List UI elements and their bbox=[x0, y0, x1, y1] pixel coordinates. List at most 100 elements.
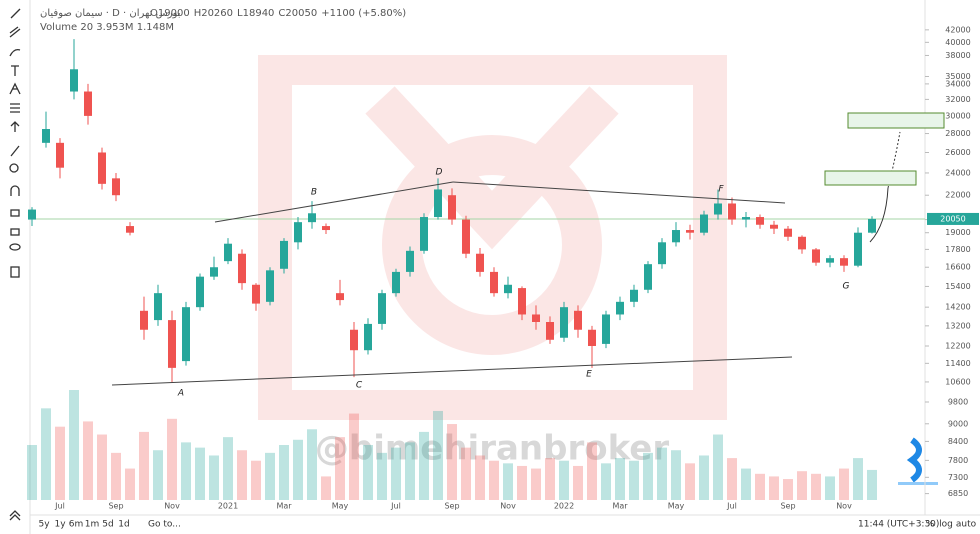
tool-prediction[interactable] bbox=[10, 103, 20, 113]
volume-bar bbox=[685, 463, 695, 500]
candle-body bbox=[798, 236, 806, 250]
watermark-logo bbox=[258, 55, 727, 420]
volume-bar bbox=[377, 452, 387, 500]
range-button[interactable]: 5d bbox=[102, 520, 113, 530]
tool-lock[interactable] bbox=[10, 228, 20, 236]
volume-bar bbox=[237, 450, 247, 500]
candle-body bbox=[42, 129, 50, 143]
tool-trash[interactable] bbox=[10, 266, 20, 278]
x-tick-label: 2022 bbox=[554, 502, 574, 511]
tool-pattern[interactable] bbox=[9, 82, 21, 95]
volume-bar bbox=[531, 468, 541, 500]
last-price-label: 20050 bbox=[940, 214, 965, 223]
y-tick-label: 28000 bbox=[945, 129, 970, 138]
volume-bar bbox=[867, 469, 877, 500]
range-button[interactable]: 1y bbox=[54, 520, 66, 530]
tool-cross[interactable] bbox=[10, 8, 21, 19]
bottom-toolbar: Go to... 11:44 (UTC+3:30) % log auto 5y 1… bbox=[38, 520, 976, 530]
wave-label: E bbox=[586, 370, 592, 380]
volume-bar bbox=[573, 465, 583, 500]
volume-bar bbox=[181, 442, 191, 500]
tool-trend[interactable] bbox=[9, 26, 21, 38]
candle-body bbox=[392, 271, 400, 294]
wave-label: G bbox=[843, 282, 850, 292]
candle-body bbox=[812, 249, 820, 263]
range-button[interactable]: 1m bbox=[85, 520, 100, 530]
candle-body bbox=[658, 242, 666, 265]
candle-body bbox=[308, 213, 316, 223]
candle-body bbox=[364, 323, 372, 351]
y-tick-label: 14200 bbox=[945, 303, 970, 312]
y-tick-label: 9800 bbox=[948, 398, 968, 407]
projection-curve bbox=[869, 187, 889, 243]
volume-bar bbox=[601, 463, 611, 500]
tool-text[interactable] bbox=[11, 65, 19, 76]
range-button[interactable]: 1d bbox=[118, 520, 129, 530]
x-tick-label: Jul bbox=[726, 502, 737, 511]
y-tick-label: 12200 bbox=[945, 341, 970, 350]
tool-eye[interactable] bbox=[9, 243, 21, 251]
candle-body bbox=[56, 142, 64, 168]
target-box bbox=[847, 112, 945, 129]
candle-body bbox=[560, 307, 568, 338]
volume-bar bbox=[97, 434, 107, 500]
volume-bar bbox=[741, 468, 751, 500]
x-tick-label: May bbox=[668, 502, 685, 511]
volume-bar bbox=[307, 429, 317, 500]
tool-collapse[interactable] bbox=[9, 510, 21, 521]
candle-body bbox=[728, 203, 736, 220]
volume-bar bbox=[209, 455, 219, 500]
range-button[interactable]: 5y bbox=[38, 520, 50, 530]
candle-body bbox=[266, 270, 274, 302]
broker-logo bbox=[898, 437, 938, 485]
candle-body bbox=[644, 264, 652, 290]
y-tick-label: 38000 bbox=[945, 51, 970, 60]
volume-bar bbox=[755, 473, 765, 500]
candle-body bbox=[854, 232, 862, 266]
volume-bar bbox=[41, 408, 51, 500]
y-tick-label: 10600 bbox=[945, 377, 970, 386]
y-tick-label: 7300 bbox=[948, 473, 968, 482]
volume-bar bbox=[769, 476, 779, 500]
tool-brush[interactable] bbox=[10, 145, 20, 157]
volume-bar bbox=[279, 445, 289, 500]
y-tick-label: 13200 bbox=[945, 321, 970, 330]
candle-body bbox=[840, 258, 848, 266]
wave-label: C bbox=[356, 381, 363, 391]
volume-bar bbox=[419, 431, 429, 500]
candle-body bbox=[630, 289, 638, 302]
auto-toggle[interactable]: auto bbox=[956, 520, 977, 530]
volume-bar bbox=[139, 431, 149, 500]
tool-lock-draw[interactable] bbox=[10, 209, 20, 217]
x-tick-label: Nov bbox=[500, 502, 516, 511]
candle-body bbox=[322, 226, 330, 231]
candle-body bbox=[84, 91, 92, 116]
goto-button[interactable]: Go to... bbox=[148, 520, 181, 530]
tool-arrow[interactable] bbox=[10, 121, 20, 132]
volume-bar bbox=[657, 447, 667, 500]
candle-body bbox=[462, 219, 470, 254]
volume-bar bbox=[195, 447, 205, 500]
volume-bar bbox=[727, 458, 737, 500]
candles bbox=[28, 39, 876, 382]
tool-zoom[interactable] bbox=[9, 163, 19, 173]
y-tick-label: 35000 bbox=[945, 72, 970, 81]
y-tick-label: 22000 bbox=[945, 191, 970, 200]
log-toggle[interactable]: log bbox=[939, 520, 953, 530]
volume-bar bbox=[335, 437, 345, 500]
candle-body bbox=[98, 152, 106, 184]
candle-body bbox=[196, 276, 204, 308]
volume-bar bbox=[405, 442, 415, 500]
range-button[interactable]: 6m bbox=[69, 520, 84, 530]
percent-toggle[interactable]: % bbox=[926, 520, 935, 530]
symbol: سیمان صوفیان · D · بورس تهران bbox=[40, 8, 181, 19]
ohlc-value: O19000 bbox=[150, 8, 190, 19]
x-tick-label: May bbox=[332, 502, 349, 511]
volume-bar bbox=[27, 445, 37, 500]
tool-magnet[interactable] bbox=[10, 185, 20, 196]
candle-body bbox=[238, 253, 246, 284]
candle-body bbox=[616, 301, 624, 315]
tool-fib[interactable] bbox=[9, 48, 21, 57]
